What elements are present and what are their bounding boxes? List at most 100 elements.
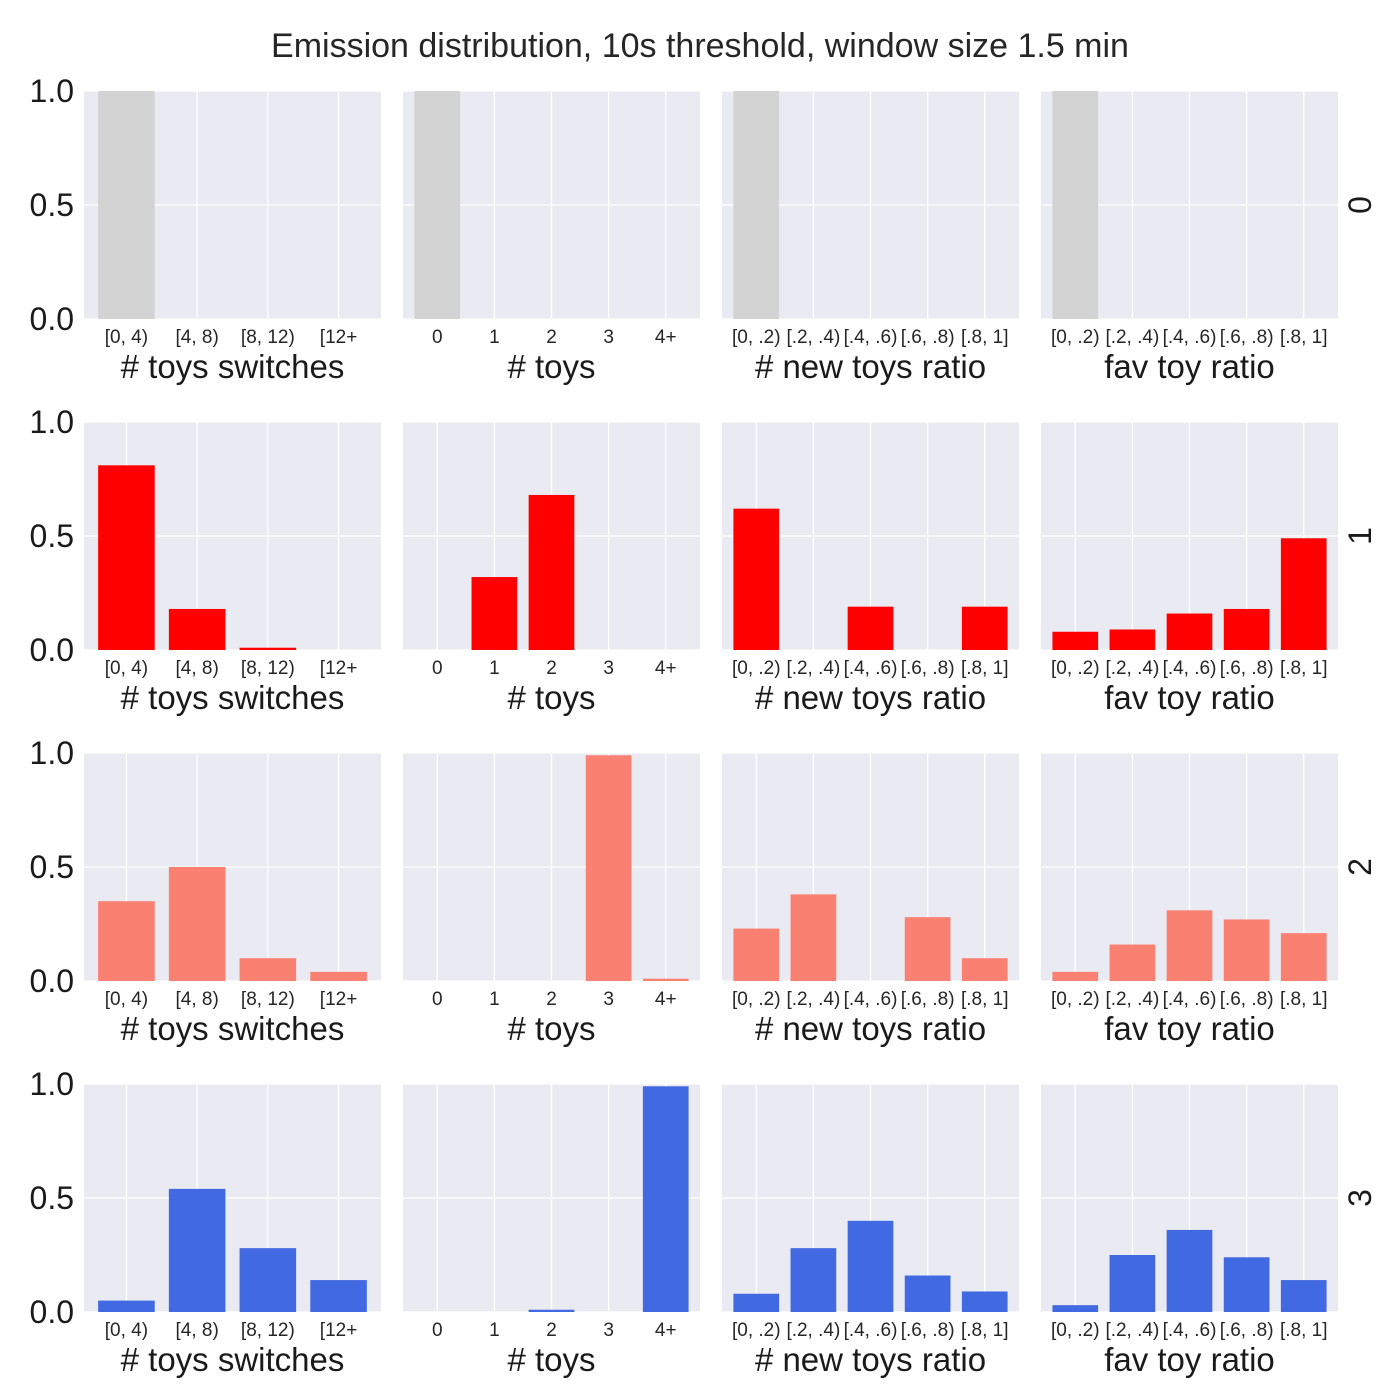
x-tick-label: [4, 8) [175,989,218,1010]
bar-[0, 4) [98,901,155,981]
bar-4+ [642,1086,689,1312]
subplot-r1-c2: [0, .2) [.2, .4) [.4, .6) [.6, .8) [.8, 1]# … [722,421,1019,716]
x-tick-label: [0, .2) [732,989,781,1010]
x-tick-label: 3 [603,989,614,1010]
row-label-3: 3 [1342,1189,1378,1207]
y-tick-label: 1.0 [30,73,74,109]
bar-[.8, 1] [961,606,1008,650]
x-axis-label: # new toys ratio [755,1341,986,1378]
x-axis-label: # toys [507,1341,595,1378]
bar-[4, 8) [168,1188,226,1312]
y-tick-label: 0.5 [30,187,74,223]
y-tick-label: 0.5 [30,849,74,885]
y-tick-label: 1.0 [30,1066,74,1102]
subplot-r3-c0: [0, 4) [4, 8) [8, 12) [12+# toys switches 0.… [30,1066,381,1378]
x-tick-label: [0, 4) [105,1320,148,1341]
bar-[.6, .8) [1223,608,1270,650]
y-tick-label: 0.0 [30,301,74,337]
x-tick-label: [.8, 1] [961,989,1009,1010]
x-tick-label: [.6, .8) [1220,327,1274,348]
x-tick-label: [0, .2) [732,327,781,348]
x-tick-label: 4+ [655,658,677,679]
bar-[0, .2) [1052,971,1099,981]
x-tick-label: [12+ [320,658,358,679]
subplot-r2-c3: [0, .2) [.2, .4) [.4, .6) [.6, .8) [.8, 1]fa… [1041,752,1338,1047]
x-tick-label: 0 [432,658,443,679]
x-tick-label: [4, 8) [175,327,218,348]
bar-[.6, .8) [1223,919,1270,981]
bar-[0, 4) [98,1300,155,1312]
x-tick-label: [0, .2) [732,1320,781,1341]
x-tick-label: [.8, 1] [961,658,1009,679]
bar-[4, 8) [168,608,226,650]
bar-[8, 12) [239,1248,297,1312]
x-tick-label: [.8, 1] [1280,658,1328,679]
bar-[4, 8) [168,867,226,981]
subplot-r2-c2: [0, .2) [.2, .4) [.4, .6) [.6, .8) [.8, 1]# … [722,752,1019,1047]
x-tick-label: 2 [546,1320,557,1341]
bar-[.4, .6) [1166,910,1213,981]
x-tick-label: [0, .2) [732,658,781,679]
x-tick-label: 0 [432,327,443,348]
x-axis-label: fav toy ratio [1104,679,1275,716]
x-axis-label: fav toy ratio [1104,348,1275,385]
x-tick-label: [.4, .6) [1163,1320,1217,1341]
x-tick-label: [.8, 1] [1280,327,1328,348]
x-tick-label: [.6, .8) [1220,1320,1274,1341]
bar-[.2, .4) [790,1248,837,1312]
x-tick-label: [12+ [320,1320,358,1341]
x-tick-label: [0, 4) [105,989,148,1010]
bar-[0, .2) [733,508,780,650]
x-tick-label: [0, 4) [105,327,148,348]
x-tick-label: [4, 8) [175,1320,218,1341]
x-tick-label: [.2, .4) [786,658,840,679]
bar-[.8, 1] [1280,538,1327,650]
x-tick-label: [.8, 1] [961,327,1009,348]
x-tick-label: [.8, 1] [961,1320,1009,1341]
x-axis-label: fav toy ratio [1104,1010,1275,1047]
bar-[12+ [310,1280,367,1312]
x-tick-label: [.6, .8) [901,327,955,348]
y-tick-label: 0.0 [30,1294,74,1330]
bar-[.2, .4) [790,894,837,981]
bar-[.8, 1] [1280,1280,1327,1312]
x-tick-label: 4+ [655,327,677,348]
bar-[0, .2) [1052,1305,1099,1312]
x-tick-label: [.2, .4) [1105,327,1159,348]
x-tick-label: [.8, 1] [1280,989,1328,1010]
x-tick-label: 2 [546,327,557,348]
row-label-0: 0 [1342,196,1378,214]
bar-[0, 4) [98,465,155,650]
x-tick-label: [.2, .4) [786,989,840,1010]
x-tick-label: [.2, .4) [786,327,840,348]
subplot-r1-c3: [0, .2) [.2, .4) [.4, .6) [.6, .8) [.8, 1]fa… [1041,421,1338,716]
y-tick-label: 0.0 [30,963,74,999]
bar-[.4, .6) [1166,1229,1213,1312]
x-axis-label: # toys switches [121,679,345,716]
bar-[.2, .4) [1109,629,1156,650]
y-tick-label: 0.0 [30,632,74,668]
subplot-r3-c1: 0 1 2 3 4+ # toys [403,1083,700,1378]
subplot-r0-c3: [0, .2) [.2, .4) [.4, .6) [.6, .8) [.8, 1]fa… [1041,90,1338,385]
x-tick-label: [.2, .4) [1105,989,1159,1010]
bar-[8, 12) [239,958,297,981]
bar-[.2, .4) [1109,1255,1156,1312]
bar-2 [528,1309,575,1312]
x-tick-label: [0, .2) [1051,327,1100,348]
row-label-1: 1 [1342,527,1378,545]
subplot-r0-c1: 0 1 2 3 4+ # toys [403,90,700,385]
bar-[.4, .6) [847,606,894,650]
row-label-2: 2 [1342,858,1378,876]
x-axis-label: # toys [507,1010,595,1047]
bar-[0, .2) [1052,91,1099,319]
x-tick-label: [8, 12) [241,327,295,348]
subplot-r0-c0: [0, 4) [4, 8) [8, 12) [12+# toys switches 0.… [30,73,381,385]
x-axis-label: # toys [507,348,595,385]
x-tick-label: [.4, .6) [844,327,898,348]
bar-[.8, 1] [1280,933,1327,981]
x-tick-label: 3 [603,658,614,679]
x-axis-label: # toys switches [121,348,345,385]
y-tick-label: 1.0 [30,735,74,771]
x-tick-label: [0, 4) [105,658,148,679]
bar-[.8, 1] [961,1291,1008,1312]
